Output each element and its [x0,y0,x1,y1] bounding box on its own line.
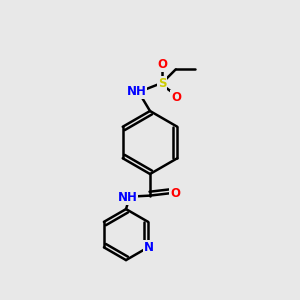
Text: O: O [170,187,180,200]
Text: O: O [157,58,167,71]
Text: S: S [158,76,166,90]
Text: N: N [144,241,154,254]
Text: O: O [171,91,182,104]
Text: NH: NH [127,85,146,98]
Text: NH: NH [118,190,137,204]
